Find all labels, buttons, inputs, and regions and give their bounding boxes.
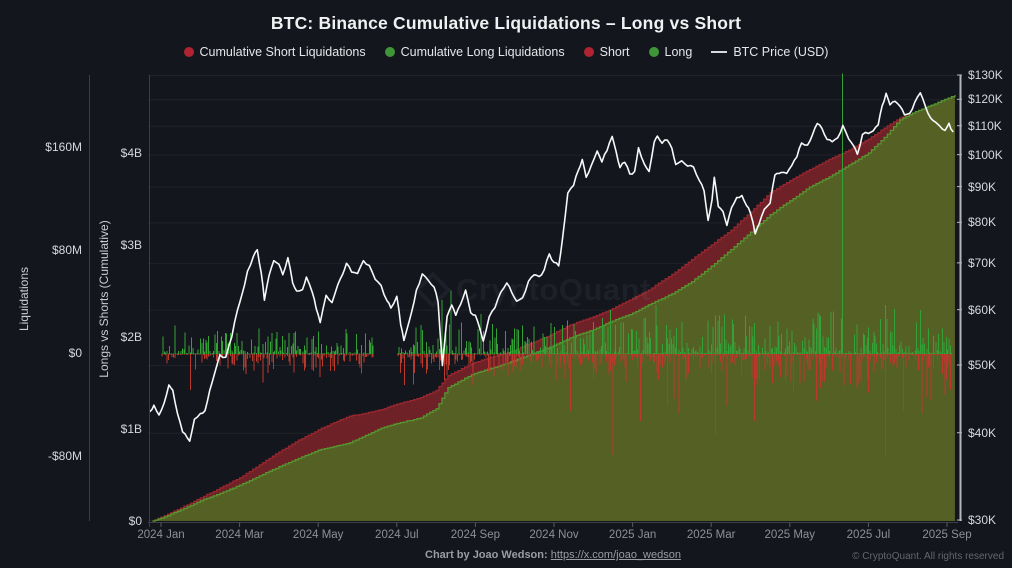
legend-label: Long	[664, 45, 693, 59]
price-tick-label: $110K	[968, 118, 1002, 133]
legend-item-short[interactable]: Short	[583, 45, 630, 59]
legend-dot-icon	[583, 47, 594, 57]
copyright-notice: © CryptoQuant. All rights reserved	[852, 551, 1004, 562]
credit-link[interactable]: https://x.com/joao_wedson	[550, 549, 681, 561]
price-tick-label: $130K	[968, 68, 1003, 82]
credit-author: Chart by Joao Wedson:	[425, 549, 548, 561]
price-tick-label: $50K	[968, 357, 997, 372]
price-tick-label: $120K	[968, 92, 1003, 107]
btc-price-line	[149, 92, 954, 442]
legend-label: Cumulative Long Liquidations	[400, 45, 565, 59]
legend-item-cumulative-short-liquidations[interactable]: Cumulative Short Liquidations	[183, 45, 366, 59]
cumulative-tick-label: $4B	[120, 146, 142, 160]
x-axis-tick-label: 2025 Sep	[922, 529, 972, 541]
legend-label: BTC Price (USD)	[733, 45, 829, 59]
legend: Cumulative Short Liquidations Cumulative …	[0, 45, 1012, 59]
price-tick-label: $70K	[968, 255, 997, 270]
cumulative-tick-label: $0	[128, 514, 142, 528]
legend-line-icon	[711, 51, 728, 53]
legend-label: Short	[599, 45, 630, 59]
chart-title: BTC: Binance Cumulative Liquidations – L…	[270, 13, 742, 33]
legend-label: Cumulative Short Liquidations	[199, 45, 366, 59]
legend-item-long[interactable]: Long	[648, 45, 693, 59]
x-axis-tick-label: 2025 Mar	[686, 529, 736, 541]
x-axis-tick-label: 2025 May	[764, 529, 816, 541]
x-axis-tick-label: 2024 Nov	[529, 529, 579, 541]
legend-dot-icon	[183, 47, 194, 57]
x-axis-tick-label: 2024 Jul	[375, 529, 419, 541]
x-axis-tick-label: 2025 Jan	[608, 529, 657, 541]
price-tick-label: $40K	[968, 425, 997, 440]
liquidations-tick-label: $80M	[51, 243, 82, 257]
legend-item-btc-price-usd-[interactable]: BTC Price (USD)	[711, 45, 828, 59]
legend-item-cumulative-long-liquidations[interactable]: Cumulative Long Liquidations	[384, 45, 565, 59]
cumulative-tick-label: $2B	[120, 330, 142, 344]
price-tick-label: $30K	[968, 513, 997, 527]
price-tick-label: $90K	[968, 179, 997, 194]
x-axis-tick-label: 2025 Jul	[846, 529, 891, 541]
long-liquidation-bars	[161, 73, 953, 354]
footer-credit: Chart by Joao Wedson: https://x.com/joao…	[148, 549, 958, 561]
cumulative-tick-label: $3B	[120, 238, 142, 252]
liquidations-tick-label: $0	[68, 346, 82, 360]
cumulative-long-liquidations-edge	[152, 95, 956, 522]
legend-dot-icon	[648, 47, 659, 57]
x-axis-tick-label: 2024 Mar	[215, 529, 264, 541]
liquidations-tick-label: $160M	[45, 140, 82, 154]
cumulative-short-liquidations-edge	[152, 101, 956, 522]
cumulative-tick-label: $1B	[120, 422, 142, 436]
price-tick-label: $80K	[968, 215, 997, 230]
x-axis-tick-label: 2024 Sep	[450, 529, 501, 541]
price-tick-label: $100K	[968, 147, 1003, 162]
x-axis-tick-label: 2024 Jan	[137, 529, 185, 541]
x-axis-tick-label: 2024 May	[292, 529, 344, 541]
liquidations-tick-label: -$80M	[47, 449, 82, 463]
legend-dot-icon	[384, 47, 395, 57]
short-liquidation-bars	[161, 354, 953, 457]
price-tick-label: $60K	[968, 302, 997, 317]
